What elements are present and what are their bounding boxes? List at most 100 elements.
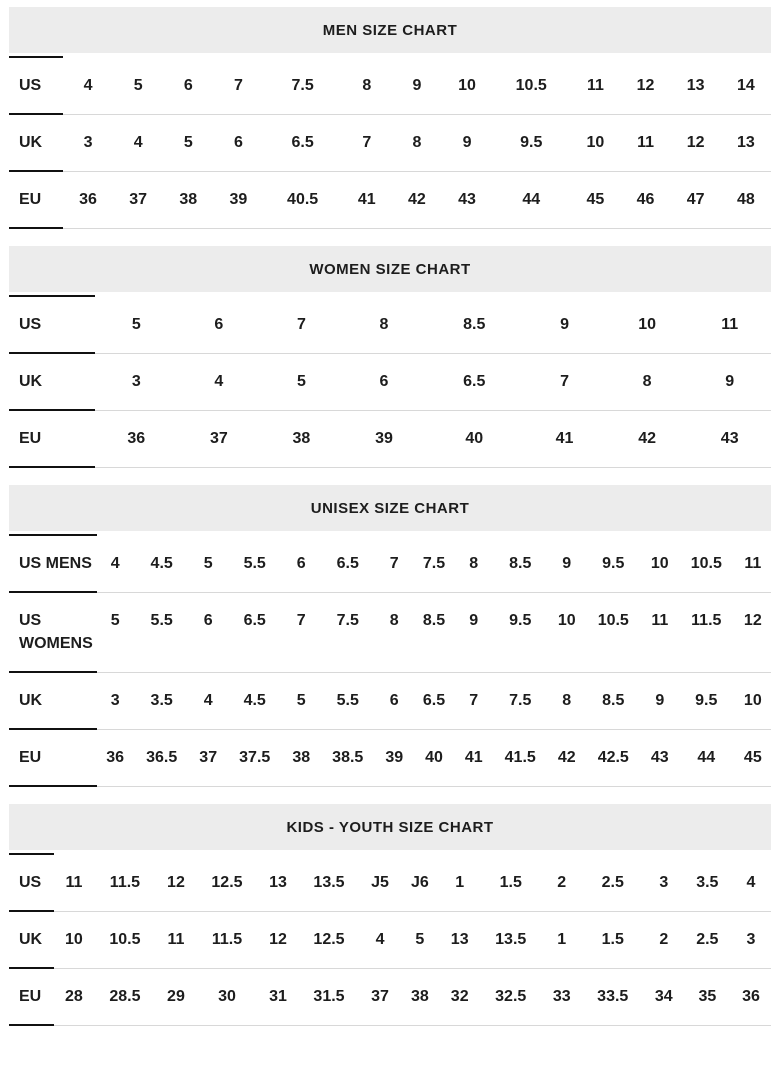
size-cell: 10.5: [584, 592, 642, 673]
size-cell: 5: [163, 114, 214, 172]
size-cell: 38.5: [319, 729, 377, 787]
size-cell: 7: [376, 536, 413, 593]
size-row: US 4 5 6 7 7.5 8 9 10 10.5 11 12 13 14: [9, 58, 771, 116]
size-cell: 10: [441, 58, 493, 115]
size-cell: 36: [63, 171, 114, 229]
size-row: UK 3 4 5 6 6.5 7 8 9: [9, 353, 771, 412]
size-cell: 9.5: [584, 536, 642, 593]
kids-youth-size-chart: KIDS - YOUTH SIZE CHART US 11 11.5 12 12.5 13…: [9, 804, 771, 1027]
size-cell: 33.5: [581, 968, 644, 1026]
size-cell: 42: [548, 729, 585, 787]
women-size-chart: WOMEN SIZE CHART US 5 6 7 8 8.5 9 10 11 UK 3 4 5 6 6.5…: [9, 246, 771, 469]
size-row: EU 28 28.5 29 30 31 31.5 37 38 32 32.5 33 33.5 34 35 36: [9, 968, 771, 1027]
size-cell: 9: [391, 58, 442, 115]
row-label: US: [9, 297, 95, 355]
size-cell: 37.5: [226, 729, 284, 787]
size-table: US 11 11.5 12 12.5 13 13.5 J5 J6 1 1.5 2 2.5 3 3.5 4 UK 1…: [9, 855, 771, 1027]
size-cell: 12: [620, 58, 671, 115]
size-cell: 6: [190, 592, 227, 673]
size-cell: 41: [455, 729, 492, 787]
row-label: UK: [9, 114, 63, 173]
size-cell: 40.5: [263, 171, 342, 229]
size-cell: 10: [734, 672, 771, 730]
size-cell: 3.5: [133, 672, 191, 730]
size-row: US 11 11.5 12 12.5 13 13.5 J5 J6 1 1.5 2 2.5 3 3.5 4: [9, 855, 771, 913]
size-cell: 8.5: [412, 592, 456, 673]
size-cell: 34: [643, 968, 684, 1026]
row-label: UK: [9, 911, 54, 970]
label-column-underline: [9, 295, 95, 298]
size-cell: 3: [63, 114, 114, 172]
men-size-chart: MEN SIZE CHART US 4 5 6 7 7.5 8 9 10 10.5 11 12 13 14…: [9, 7, 771, 230]
size-cell: 42: [605, 410, 689, 468]
size-cell: 3: [95, 353, 178, 411]
size-row: US WOMENS 5 5.5 6 6.5 7 7.5 8 8.5 9 9.5 10 10.5 11 11.…: [9, 592, 771, 674]
size-row: EU 36 37 38 39 40 41 42 43: [9, 410, 771, 469]
size-cell: 6.5: [263, 114, 342, 172]
size-cell: 44: [492, 171, 571, 229]
size-cell: 8.5: [425, 297, 524, 354]
size-cell: 7.5: [412, 536, 456, 593]
size-cell: 10: [548, 592, 585, 673]
size-cell: 12: [258, 911, 298, 969]
size-row: UK 3 4 5 6 6.5 7 8 9 9.5 10 11 12 13: [9, 114, 771, 173]
size-cell: 6.5: [412, 672, 456, 730]
size-row: EU 36 37 38 39 40.5 41 42 43 44 45 46 47 48: [9, 171, 771, 230]
size-cell: 8: [342, 297, 426, 354]
size-cell: 31: [258, 968, 298, 1026]
label-column-underline: [9, 853, 54, 856]
size-cell: 43: [641, 729, 678, 787]
size-cell: 9.5: [491, 592, 549, 673]
size-cell: 4: [97, 536, 134, 593]
row-label: US: [9, 855, 54, 913]
size-cell: 5: [97, 592, 134, 673]
size-cell: 45: [570, 171, 621, 229]
size-cell: 1.5: [479, 855, 542, 912]
size-cell: 4.5: [133, 536, 191, 593]
size-cell: 39: [376, 729, 413, 787]
size-cell: 9: [441, 114, 493, 172]
size-cell: 8.5: [491, 536, 549, 593]
row-label: EU: [9, 410, 95, 469]
size-cell: 7: [341, 114, 392, 172]
size-cell: 39: [342, 410, 426, 468]
size-cell: 1: [439, 855, 480, 912]
size-cell: 45: [734, 729, 771, 787]
size-cell: 13: [670, 58, 721, 115]
size-cell: J5: [360, 855, 400, 912]
size-cell: 9.5: [492, 114, 571, 172]
size-cell: 43: [688, 410, 771, 468]
size-row: US 5 6 7 8 8.5 9 10 11: [9, 297, 771, 355]
size-cell: 5: [283, 672, 320, 730]
size-cell: 11: [641, 592, 678, 673]
size-cell: 13.5: [479, 911, 542, 969]
size-cell: 1.5: [581, 911, 644, 969]
size-cell: 36: [95, 410, 178, 468]
size-cell: J6: [399, 855, 440, 912]
size-cell: 40: [412, 729, 456, 787]
size-cell: 37: [177, 410, 261, 468]
size-cell: 28: [54, 968, 94, 1026]
size-cell: 10: [54, 911, 94, 969]
size-cell: 8: [548, 672, 585, 730]
size-cell: 6: [283, 536, 320, 593]
size-cell: 12: [734, 592, 771, 673]
chart-title: UNISEX SIZE CHART: [310, 499, 470, 517]
size-cell: 8.5: [584, 672, 642, 730]
size-cell: 6: [342, 353, 426, 411]
size-cell: 8: [605, 353, 689, 411]
size-cell: 7.5: [263, 58, 342, 115]
size-cell: 13: [439, 911, 480, 969]
size-cell: 10.5: [677, 536, 735, 593]
size-cell: 3: [730, 911, 771, 969]
size-cell: 11: [620, 114, 671, 172]
size-cell: 46: [620, 171, 671, 229]
size-cell: 8: [455, 536, 492, 593]
size-cell: 48: [720, 171, 771, 229]
size-cell: 30: [195, 968, 259, 1026]
size-cell: 4: [113, 114, 164, 172]
size-cell: 5.5: [133, 592, 191, 673]
row-label: US WOMENS: [9, 592, 97, 674]
size-cell: 11.5: [195, 911, 259, 969]
